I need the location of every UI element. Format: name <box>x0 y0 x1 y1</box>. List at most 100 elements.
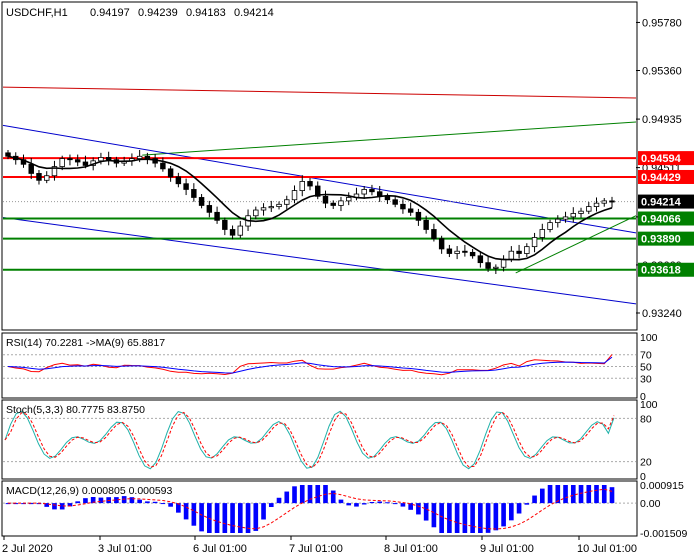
macd-bar <box>315 485 321 504</box>
candle-body <box>253 209 259 217</box>
macd-bar <box>28 503 34 505</box>
chart-header-open: 0.94197 <box>90 7 130 19</box>
rsi-ma-line <box>7 356 613 374</box>
macd-signal-line <box>8 488 613 530</box>
time-tick-label: 8 Jul 01:00 <box>384 543 438 555</box>
level-tag <box>638 231 694 246</box>
macd-bar <box>152 501 158 504</box>
candle-body <box>609 200 615 203</box>
macd-tick-label: 0.000915 <box>640 480 684 492</box>
candle-body <box>407 208 414 213</box>
macd-bar <box>478 503 483 533</box>
candle-body <box>586 206 592 212</box>
candle-body <box>369 189 375 193</box>
macd-bar <box>222 503 228 533</box>
candle-body <box>438 238 445 250</box>
macd-bar <box>268 503 274 508</box>
macd-bar <box>253 503 259 531</box>
candle-body <box>593 202 600 208</box>
macd-bar <box>330 490 336 504</box>
macd-bar <box>392 503 398 505</box>
macd-bar <box>237 503 243 533</box>
macd-bar <box>292 486 297 504</box>
macd-tick-label: -0.001509 <box>640 528 687 540</box>
trend-line-green-channel-upper <box>142 121 637 156</box>
rsi-tick-label: 30 <box>640 373 652 385</box>
macd-bar <box>501 503 506 527</box>
macd-bar <box>98 497 104 504</box>
macd-bar <box>586 485 592 504</box>
time-tick-label: 6 Jul 01:00 <box>193 543 247 555</box>
candle-body <box>276 203 282 208</box>
candle-body <box>562 216 569 220</box>
macd-bar <box>346 503 352 506</box>
macd-bar <box>485 503 491 533</box>
macd-bar <box>431 503 437 528</box>
macd-bar <box>191 503 197 526</box>
macd-bar <box>570 485 576 504</box>
macd-bar <box>137 499 142 504</box>
candle-body <box>214 211 220 221</box>
candle-body <box>98 157 104 162</box>
candle-body <box>392 199 398 205</box>
candle-body <box>136 155 143 159</box>
level-tag <box>638 211 694 226</box>
main-panel-frame <box>1 1 638 331</box>
stoch-tick-label: 20 <box>640 457 652 469</box>
macd-bar <box>532 495 537 504</box>
macd-bar <box>36 503 42 505</box>
macd-bar <box>462 503 468 533</box>
macd-bar <box>470 503 475 533</box>
macd-bar <box>509 503 514 521</box>
candle-body <box>105 157 112 161</box>
macd-bar <box>245 503 251 533</box>
macd-bar <box>176 503 181 513</box>
macd-bar <box>145 501 150 504</box>
level-tag-label: 0.94594 <box>641 153 682 165</box>
macd-bar <box>578 485 584 504</box>
candle-body <box>338 200 344 206</box>
candle-body <box>28 163 34 174</box>
macd-bar <box>416 503 421 515</box>
candle-body <box>531 237 538 248</box>
candle-body <box>431 229 437 240</box>
macd-bar <box>83 498 88 504</box>
candle-body <box>462 250 468 253</box>
candle-body <box>144 155 151 159</box>
macd-layer <box>3 485 636 533</box>
level-tag-label: 0.93618 <box>641 265 681 277</box>
candle-body <box>43 175 50 181</box>
candle-body <box>229 229 236 236</box>
stoch-tick-label: 0 <box>640 471 646 483</box>
candle-body <box>361 189 367 195</box>
macd-bar <box>377 501 383 504</box>
trend-line-blue-channel-upper <box>2 124 637 234</box>
candle-body <box>315 185 321 197</box>
candle-body <box>539 229 546 238</box>
macd-bar <box>385 502 390 504</box>
macd-bar <box>276 497 282 504</box>
macd-bar <box>261 503 266 520</box>
macd-bar <box>524 503 530 505</box>
candle-body <box>330 202 336 206</box>
time-tick-label: 3 Jul 01:00 <box>98 543 152 555</box>
moving-average-line <box>7 155 613 261</box>
price-tick-label: 0.94935 <box>642 114 682 126</box>
candle-body <box>167 168 174 178</box>
macd-bar <box>59 503 65 510</box>
macd-bar <box>214 503 220 533</box>
candle-body <box>222 219 228 230</box>
rsi-line <box>7 354 613 376</box>
last-price-tag <box>638 194 694 209</box>
macd-bar <box>423 503 429 521</box>
stoch-main-line <box>4 410 615 470</box>
rsi-tick-label: 100 <box>640 332 658 344</box>
macd-bar <box>75 501 81 504</box>
macd-bar <box>338 499 344 504</box>
candle-body <box>268 206 275 209</box>
macd-bar <box>369 501 375 504</box>
macd-bar <box>67 503 73 507</box>
macd-bar <box>121 496 127 504</box>
main-price-layer <box>2 86 637 305</box>
